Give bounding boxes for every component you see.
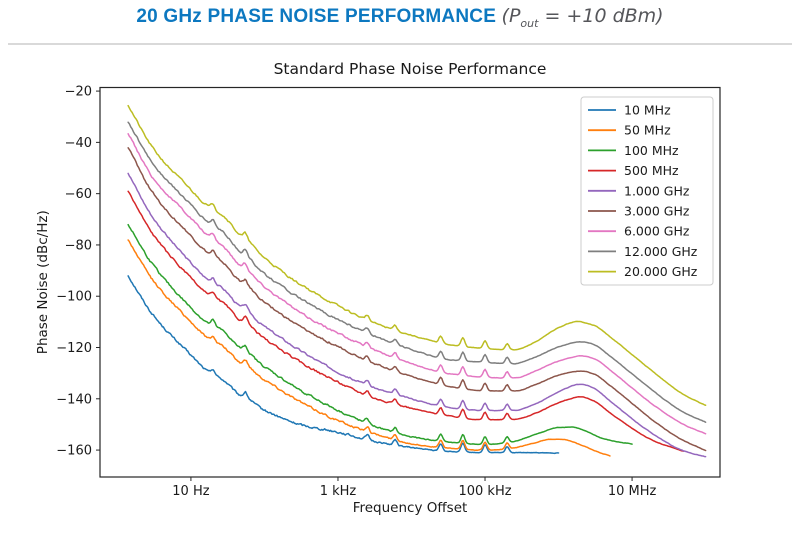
series-line-50-mhz bbox=[127, 239, 611, 457]
legend-label: 500 MHz bbox=[624, 163, 679, 178]
condition-open: (P bbox=[501, 5, 521, 27]
chart-title: Standard Phase Noise Performance bbox=[274, 60, 547, 78]
legend-label: 10 MHz bbox=[624, 103, 671, 118]
series-line-500-mhz bbox=[127, 190, 685, 452]
x-tick-label: 10 MHz bbox=[608, 484, 657, 499]
legend-label: 6.000 GHz bbox=[624, 224, 690, 239]
legend-box bbox=[580, 96, 714, 286]
series-line-6-000-ghz bbox=[127, 133, 707, 435]
legend-label: 100 MHz bbox=[624, 143, 679, 158]
y-axis-label: Phase Noise (dBc/Hz) bbox=[35, 210, 51, 354]
condition-rest: = +10 dBm) bbox=[538, 5, 664, 27]
legend-label: 20.000 GHz bbox=[624, 264, 698, 279]
legend-label: 12.000 GHz bbox=[624, 244, 698, 259]
x-tick-label: 10 Hz bbox=[172, 484, 209, 499]
series-line-3-000-ghz bbox=[127, 147, 707, 452]
x-axis-label: Frequency Offset bbox=[353, 500, 468, 516]
series-line-12-000-ghz bbox=[127, 121, 707, 423]
header: 20 GHz PHASE NOISE PERFORMANCE (Pout = +… bbox=[0, 0, 800, 43]
y-tick-label: −100 bbox=[56, 290, 92, 305]
phase-noise-figure: Standard Phase Noise Performance Frequenc… bbox=[0, 45, 800, 532]
header-condition: (Pout = +10 dBm) bbox=[501, 5, 664, 30]
y-tick-label: −80 bbox=[65, 238, 92, 253]
y-tick-label: −20 bbox=[65, 85, 92, 100]
series-line-20-000-ghz bbox=[127, 104, 707, 407]
legend-label: 50 MHz bbox=[624, 123, 671, 138]
page-title: 20 GHz PHASE NOISE PERFORMANCE bbox=[136, 6, 502, 27]
x-tick-label: 1 kHz bbox=[320, 484, 357, 499]
series-line-10-mhz bbox=[127, 275, 560, 455]
y-tick-label: −40 bbox=[65, 136, 92, 151]
plot-frame bbox=[99, 86, 721, 478]
series-line-1-000-ghz bbox=[127, 172, 707, 458]
phase-noise-chart-svg: Standard Phase Noise Performance Frequenc… bbox=[35, 60, 721, 516]
y-tick-label: −160 bbox=[56, 444, 92, 459]
y-tick-label: −60 bbox=[65, 187, 92, 202]
header-divider bbox=[8, 43, 792, 45]
series-line-100-mhz bbox=[127, 223, 633, 446]
legend-label: 3.000 GHz bbox=[624, 204, 690, 219]
x-tick-label: 100 kHz bbox=[458, 484, 511, 499]
legend-label: 1.000 GHz bbox=[624, 183, 690, 198]
y-tick-label: −120 bbox=[56, 341, 92, 356]
condition-subscript: out bbox=[520, 16, 539, 30]
y-tick-label: −140 bbox=[56, 392, 92, 407]
